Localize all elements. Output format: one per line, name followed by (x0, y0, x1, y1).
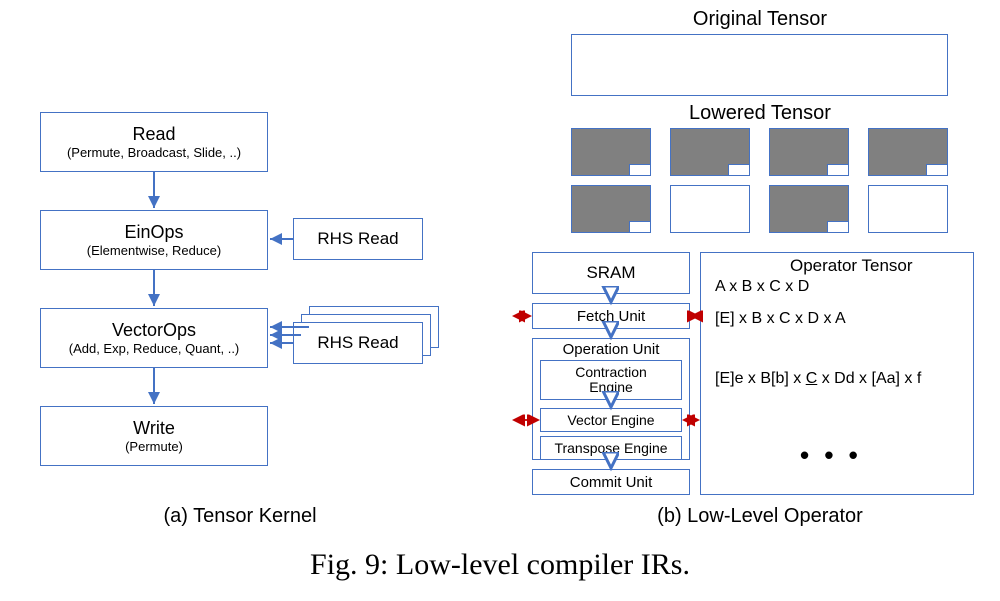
write-box: Write (Permute) (40, 406, 268, 466)
transpose-engine-box: Transpose Engine (540, 436, 682, 460)
commit-unit-box: Commit Unit (532, 469, 690, 495)
rhs-read-1: RHS Read (293, 218, 423, 260)
optensor-dots: • • • (800, 440, 862, 471)
figure-caption: Fig. 9: Low-level compiler IRs. (0, 548, 1000, 582)
sram-label: SRAM (586, 263, 635, 283)
einops-box: EinOps (Elementwise, Reduce) (40, 210, 268, 270)
vectorops-box: VectorOps (Add, Exp, Reduce, Quant, ..) (40, 308, 268, 368)
fetch-unit-label: Fetch Unit (577, 308, 645, 325)
read-box: Read (Permute, Broadcast, Slide, ..) (40, 112, 268, 172)
original-tensor-box (571, 34, 948, 96)
lowered-box (868, 185, 948, 233)
vector-engine-label: Vector Engine (567, 412, 654, 428)
write-title: Write (133, 418, 175, 439)
einops-sub: (Elementwise, Reduce) (87, 243, 221, 258)
vectorops-title: VectorOps (112, 320, 196, 341)
vector-engine-box: Vector Engine (540, 408, 682, 432)
contraction-engine-box: ContractionEngine (540, 360, 682, 400)
original-tensor-label: Original Tensor (660, 8, 860, 31)
lowered-box (571, 185, 651, 233)
operator-tensor-label: Operator Tensor (790, 256, 913, 276)
optensor-line1: A x B x C x D (715, 278, 809, 296)
lowered-box (571, 128, 651, 176)
operation-unit-label: Operation Unit (563, 341, 660, 358)
sram-box: SRAM (532, 252, 690, 294)
rhs-read-1-label: RHS Read (317, 229, 398, 249)
read-title: Read (132, 124, 175, 145)
commit-unit-label: Commit Unit (570, 474, 653, 491)
einops-title: EinOps (124, 222, 183, 243)
lowered-box (670, 185, 750, 233)
right-caption: (b) Low-Level Operator (630, 505, 890, 528)
lowered-box (769, 128, 849, 176)
vectorops-sub: (Add, Exp, Reduce, Quant, ..) (69, 341, 240, 356)
write-sub: (Permute) (125, 439, 183, 454)
rhs-read-2-label: RHS Read (317, 333, 398, 353)
lowered-box (769, 185, 849, 233)
read-sub: (Permute, Broadcast, Slide, ..) (67, 145, 241, 160)
lowered-tensor-label: Lowered Tensor (660, 102, 860, 125)
rhs-read-2a: RHS Read (293, 322, 423, 364)
lowered-box (868, 128, 948, 176)
fetch-unit-box: Fetch Unit (532, 303, 690, 329)
left-caption: (a) Tensor Kernel (110, 505, 370, 528)
contraction-label: ContractionEngine (575, 365, 647, 396)
lowered-box (670, 128, 750, 176)
optensor-line3: [E]e x B[b] x C x Dd x [Aa] x f (715, 370, 921, 388)
transpose-engine-label: Transpose Engine (554, 440, 667, 456)
optensor-line2: [E] x B x C x D x A (715, 310, 846, 328)
